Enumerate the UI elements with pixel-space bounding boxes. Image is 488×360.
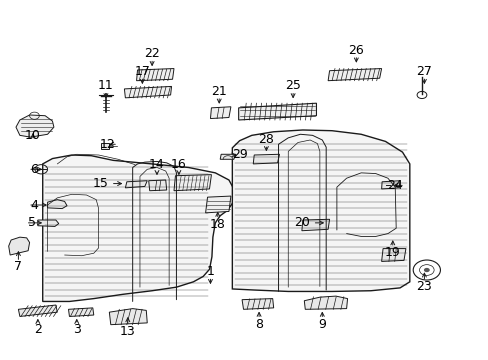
Polygon shape <box>238 103 316 120</box>
Polygon shape <box>381 181 399 189</box>
Polygon shape <box>253 154 279 164</box>
Circle shape <box>423 268 429 272</box>
Text: 29: 29 <box>232 148 247 162</box>
Polygon shape <box>136 68 174 81</box>
Text: 26: 26 <box>348 44 364 57</box>
Text: 14: 14 <box>149 158 164 171</box>
Text: 1: 1 <box>206 265 214 278</box>
Text: 13: 13 <box>120 325 135 338</box>
Text: 8: 8 <box>255 318 263 330</box>
Polygon shape <box>304 296 347 309</box>
Text: 15: 15 <box>92 177 108 190</box>
Polygon shape <box>242 298 273 309</box>
Polygon shape <box>124 86 171 98</box>
Text: 4: 4 <box>30 198 39 212</box>
Text: 18: 18 <box>209 217 225 230</box>
Text: 3: 3 <box>73 323 81 336</box>
Text: 20: 20 <box>294 216 309 229</box>
Polygon shape <box>148 180 166 191</box>
Text: 12: 12 <box>100 138 116 151</box>
Polygon shape <box>301 219 329 231</box>
Polygon shape <box>38 220 59 226</box>
Polygon shape <box>210 107 230 118</box>
Text: 24: 24 <box>386 179 402 192</box>
Polygon shape <box>232 130 409 292</box>
Text: 5: 5 <box>28 216 36 229</box>
Text: 28: 28 <box>258 133 274 146</box>
Text: 11: 11 <box>98 80 114 93</box>
Text: 2: 2 <box>34 323 41 336</box>
Polygon shape <box>125 181 147 188</box>
Polygon shape <box>327 68 381 81</box>
Text: 25: 25 <box>285 80 301 93</box>
Polygon shape <box>205 196 230 213</box>
Polygon shape <box>42 155 234 301</box>
Polygon shape <box>68 308 94 316</box>
Text: 9: 9 <box>318 318 325 330</box>
Polygon shape <box>220 154 235 159</box>
Polygon shape <box>109 309 147 325</box>
Text: 27: 27 <box>416 65 431 78</box>
Text: 19: 19 <box>384 246 400 259</box>
Polygon shape <box>16 115 54 137</box>
Text: 16: 16 <box>171 158 186 171</box>
Polygon shape <box>381 249 405 261</box>
Polygon shape <box>9 237 30 255</box>
Text: 23: 23 <box>416 280 431 293</box>
Text: 22: 22 <box>144 47 160 60</box>
Text: 10: 10 <box>25 130 41 143</box>
Polygon shape <box>101 143 109 149</box>
Text: 6: 6 <box>30 163 39 176</box>
Polygon shape <box>19 305 57 316</box>
Polygon shape <box>47 200 67 208</box>
Text: 7: 7 <box>14 260 22 273</box>
Text: 21: 21 <box>211 85 226 98</box>
Polygon shape <box>174 175 211 191</box>
Text: 17: 17 <box>134 65 150 78</box>
